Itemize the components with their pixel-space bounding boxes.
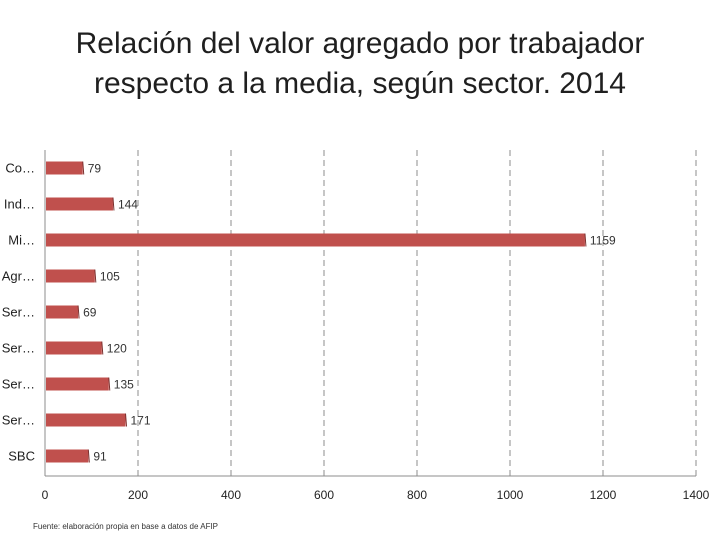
- bar-end-8: [87, 449, 90, 463]
- category-label-6: Ser…: [2, 377, 35, 392]
- x-tick-label-5: 1000: [497, 488, 524, 502]
- bar-end-1: [112, 197, 115, 211]
- bar-end-3: [94, 269, 97, 283]
- category-label-8: SBC: [8, 449, 35, 464]
- bar-8: [46, 449, 89, 463]
- value-label-2: 1159: [590, 234, 616, 248]
- x-tick-label-1: 200: [128, 488, 148, 502]
- bar-5: [46, 341, 102, 355]
- chart-title: Relación del valor agregado por trabajad…: [0, 24, 720, 104]
- title-line-1: Relación del valor agregado por trabajad…: [75, 27, 645, 60]
- bar-end-5: [101, 341, 104, 355]
- category-label-7: Ser…: [2, 413, 35, 428]
- bar-0: [46, 161, 83, 175]
- x-tick-label-4: 800: [407, 488, 427, 502]
- x-tick-label-3: 600: [314, 488, 334, 502]
- title-line-2: respecto a la media, según sector. 2014: [93, 67, 626, 100]
- value-label-0: 79: [88, 162, 102, 176]
- bar-4: [46, 305, 79, 319]
- bar-end-6: [108, 377, 111, 391]
- value-label-7: 171: [131, 414, 151, 428]
- value-label-3: 105: [100, 270, 120, 284]
- category-label-4: Ser…: [2, 305, 35, 320]
- value-label-1: 144: [118, 198, 138, 212]
- bar-end-0: [82, 161, 85, 175]
- x-tick-label-7: 1400: [683, 488, 710, 502]
- category-label-0: Co…: [5, 161, 35, 176]
- category-label-3: Agr…: [2, 269, 35, 284]
- category-label-2: Mi…: [8, 233, 35, 248]
- value-label-6: 135: [114, 378, 134, 392]
- x-tick-label-6: 1200: [590, 488, 617, 502]
- value-label-8: 91: [93, 450, 107, 464]
- category-label-5: Ser…: [2, 341, 35, 356]
- bar-1: [46, 197, 113, 211]
- category-label-1: Ind…: [4, 197, 35, 212]
- bar-2: [46, 233, 585, 247]
- x-tick-label-2: 400: [221, 488, 241, 502]
- x-tick-label-0: 0: [42, 488, 49, 502]
- value-label-5: 120: [107, 342, 127, 356]
- bar-end-2: [584, 233, 587, 247]
- source-note: Fuente: elaboración propia en base a dat…: [33, 522, 219, 531]
- bar-3: [46, 269, 95, 283]
- bar-7: [46, 413, 126, 427]
- bar-6: [46, 377, 109, 391]
- bar-end-7: [125, 413, 128, 427]
- bar-end-4: [77, 305, 80, 319]
- value-label-4: 69: [83, 306, 97, 320]
